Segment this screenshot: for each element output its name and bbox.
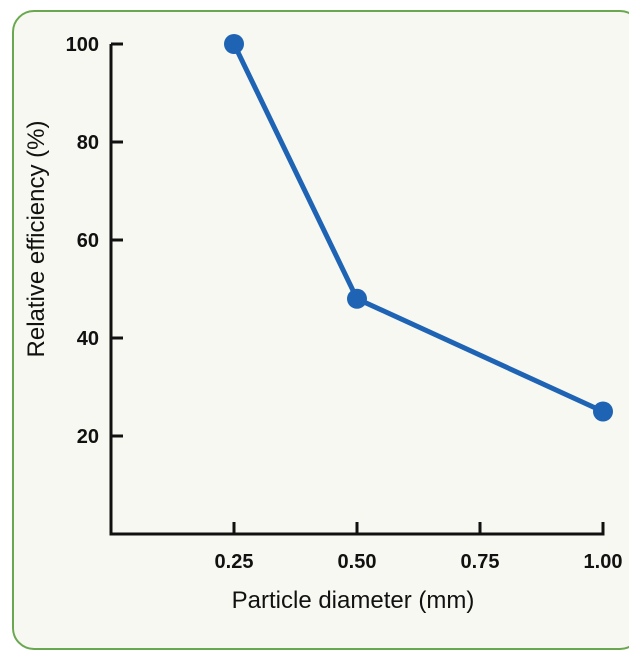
x-tick-label: 0.50 xyxy=(338,551,377,573)
x-axis-title: Particle diameter (mm) xyxy=(232,587,475,614)
data-point xyxy=(224,34,244,54)
y-tick-label: 20 xyxy=(77,426,99,448)
y-axis-title: Relative efficiency (%) xyxy=(23,121,50,358)
y-tick-label: 40 xyxy=(77,328,99,350)
y-tick-label: 80 xyxy=(77,132,99,154)
data-point xyxy=(593,401,613,422)
line-chart: 20 40 60 80 100 0.25 0.50 0.75 1.00 Particle di… xyxy=(23,34,623,614)
x-tick-label: 1.00 xyxy=(584,551,623,573)
x-tick-label: 0.25 xyxy=(215,551,254,573)
data-point xyxy=(347,288,367,309)
series-group xyxy=(224,34,613,422)
y-tick-label: 60 xyxy=(77,230,99,252)
y-ticks: 20 40 60 80 100 xyxy=(66,34,123,448)
x-tick-label: 0.75 xyxy=(461,551,500,573)
x-ticks: 0.25 0.50 0.75 1.00 xyxy=(215,522,623,573)
y-tick-label: 100 xyxy=(66,34,99,56)
series-line xyxy=(231,41,606,414)
chart-panel xyxy=(12,10,629,650)
